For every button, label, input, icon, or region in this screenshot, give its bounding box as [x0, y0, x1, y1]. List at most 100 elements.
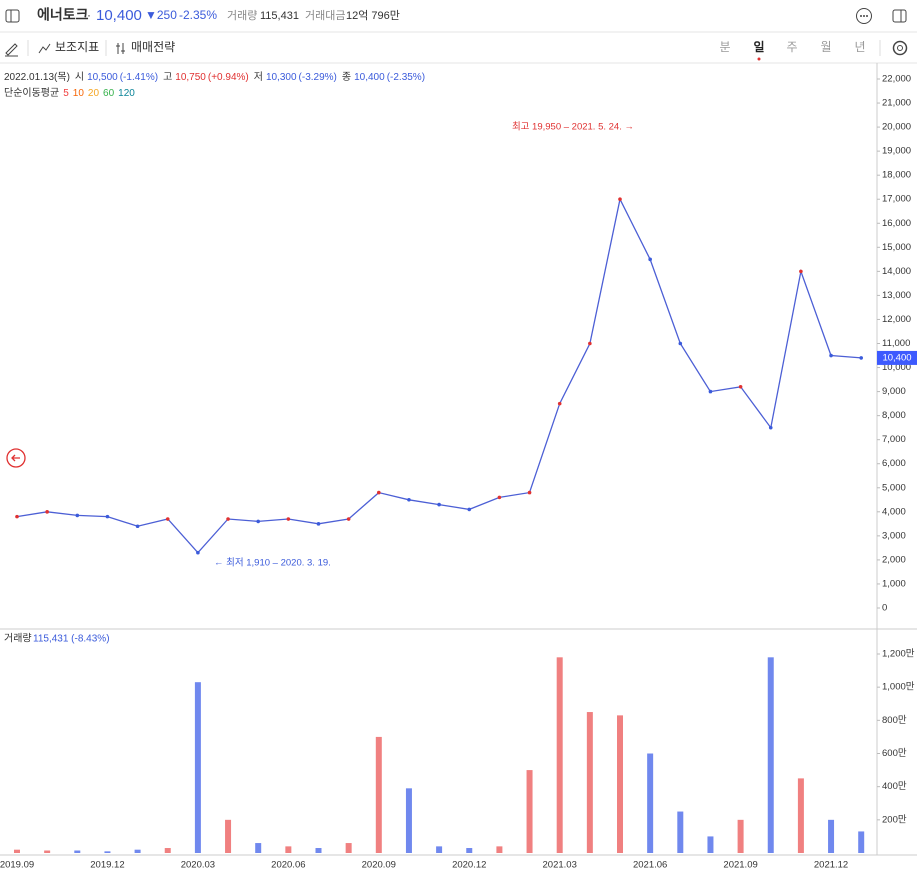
x-tick-label: 2019.12 [90, 860, 124, 871]
volume-bar [345, 843, 352, 853]
y-tick-label: 1,000 [882, 578, 906, 589]
y-tick-label: 11,000 [882, 338, 910, 349]
price-point [829, 353, 833, 358]
volume-bar [677, 811, 684, 853]
ma-label: 단순이동평균 [4, 87, 59, 99]
ohlc-pct: (+0.94%) [208, 72, 249, 83]
tool-button[interactable]: 보조지표 [55, 40, 99, 54]
y-tick-label: 13,000 [882, 290, 911, 301]
volume-bar [405, 788, 412, 853]
y-tick-label: 400만 [882, 781, 907, 792]
y-tick-label: 7,000 [882, 434, 906, 445]
volume: 115,431 [260, 10, 299, 22]
volume-bar [828, 819, 835, 853]
y-tick-label: 9,000 [882, 386, 906, 397]
period-tab[interactable]: 주 [786, 40, 797, 54]
y-tick-label: 2,000 [882, 554, 906, 565]
tool-button[interactable]: 매매전략 [131, 40, 175, 54]
ohlc-pct: (-2.35%) [387, 72, 425, 83]
volume-bar [617, 715, 623, 853]
more-button[interactable] [856, 8, 872, 24]
settings-button[interactable] [892, 40, 908, 56]
ohlc-value: 10,300 [266, 72, 297, 83]
volume-bar [496, 846, 503, 853]
volume-label: 거래량 [227, 9, 257, 22]
sidebar-toggle[interactable] [5, 9, 20, 23]
price-point [618, 197, 622, 202]
x-tick-label: 2021.12 [814, 860, 848, 871]
ohlc-pct: (-1.41%) [120, 72, 158, 83]
current-price-tag [877, 350, 917, 365]
price-point [859, 356, 863, 360]
price-point [648, 257, 652, 262]
y-tick-label: 12,000 [882, 314, 911, 325]
price-point [196, 550, 200, 555]
ohlc-label: 저 [254, 71, 263, 83]
y-tick-label: 200만 [882, 814, 907, 825]
amount-label: 거래대금 [305, 9, 345, 22]
y-tick-label: 800만 [882, 715, 907, 726]
volume-bar [285, 846, 292, 853]
price-point [45, 510, 49, 514]
volume-bar [526, 770, 533, 853]
volume-bar [797, 778, 804, 853]
volume-bar [436, 846, 443, 853]
y-tick-label: 4,000 [882, 506, 906, 517]
y-tick-label: 14,000 [882, 266, 911, 277]
period-tab[interactable]: 분 [719, 40, 730, 54]
y-tick-label: 15,000 [882, 242, 911, 253]
price-point [437, 502, 441, 507]
draw-tool[interactable] [5, 43, 18, 57]
strategy-icon [116, 43, 125, 54]
stock-name: 에너토크 [37, 7, 89, 23]
ohlc-value: 10,750 [175, 72, 206, 83]
price: 10,400 [96, 7, 142, 24]
price-point [346, 517, 351, 521]
volume-bar [586, 712, 593, 853]
y-tick-label: 17,000 [882, 194, 911, 205]
period-tab[interactable]: 년 [854, 40, 865, 54]
volume-bar [707, 836, 714, 853]
volume-bar [737, 819, 744, 853]
price-point [497, 495, 502, 500]
y-tick-label: 22,000 [882, 74, 911, 85]
period-tab[interactable]: 월 [820, 40, 831, 54]
volume-bar [375, 736, 382, 853]
date: 2022.01.13(목) [4, 71, 70, 83]
volume-bar [647, 753, 654, 853]
price-point [75, 513, 80, 518]
y-tick-label: 21,000 [882, 98, 911, 109]
indicator-icon [38, 43, 51, 54]
x-tick-label: 2019.09 [0, 860, 34, 871]
x-tick-label: 2021.06 [633, 860, 667, 871]
y-tick-label: 18,000 [882, 170, 911, 181]
y-tick-label: 20,000 [882, 122, 911, 133]
ohlc-value: 10,400 [354, 72, 385, 83]
scroll-back-button[interactable] [6, 448, 26, 468]
panel-toggle[interactable] [892, 9, 907, 23]
price-point [557, 401, 562, 406]
separator: · [87, 8, 91, 22]
volume-bar [556, 657, 563, 853]
price-point [226, 517, 230, 521]
active-indicator [757, 57, 761, 61]
volume-bar [134, 849, 141, 853]
volume-bar [164, 848, 171, 853]
ma-item: 60 [103, 88, 115, 99]
price-point [799, 269, 803, 274]
price-point [256, 519, 261, 524]
volume-bar [44, 850, 51, 853]
y-tick-label: 1,200만 [882, 649, 915, 660]
price-point [407, 497, 411, 502]
volume-subtitle: 115,431 (-8.43%) [33, 634, 110, 645]
ma-item: 120 [118, 88, 135, 99]
ohlc-label: 시 [75, 71, 84, 83]
amount: 12억 796만 [346, 9, 400, 22]
period-tab[interactable]: 일 [753, 40, 764, 54]
y-tick-label: 600만 [882, 748, 907, 759]
x-tick-label: 2020.12 [452, 860, 486, 871]
x-tick-label: 2021.09 [723, 860, 757, 871]
price-point [678, 341, 683, 346]
